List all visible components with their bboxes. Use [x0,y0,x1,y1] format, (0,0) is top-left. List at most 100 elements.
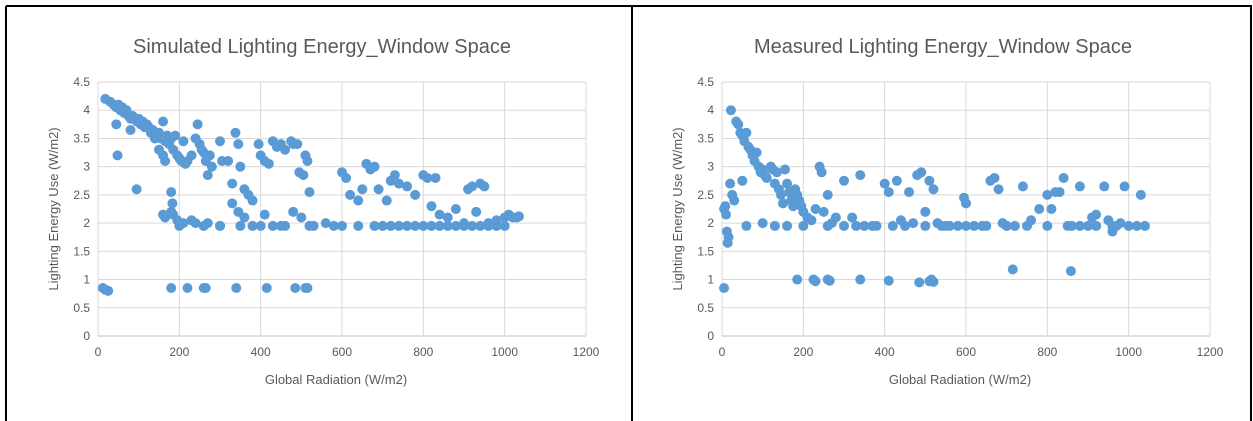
x-tick-label: 0 [95,345,102,359]
data-point [125,124,136,135]
data-point [1091,220,1102,231]
data-point [160,212,171,223]
data-point [369,161,380,172]
data-point [170,130,181,141]
data-point [916,167,927,178]
data-point [513,211,524,222]
data-point [166,187,177,198]
data-point [288,206,299,217]
y-tick-label: 2 [707,216,714,230]
data-point [806,215,817,226]
x-tick-label: 600 [956,345,976,359]
data-point [883,187,894,198]
data-point [810,276,821,287]
data-point [952,220,963,231]
data-point [733,119,744,130]
data-point [167,198,178,209]
data-point [908,218,919,229]
y-axis-label: Lighting Energy Use (W/m2) [670,127,685,290]
data-point [778,198,788,209]
data-point [920,206,931,217]
x-tick-label: 600 [332,345,352,359]
y-tick-label: 2.5 [697,188,714,202]
data-point [879,178,890,189]
data-point [928,276,939,287]
data-point [393,178,404,189]
x-tick-label: 200 [169,345,189,359]
data-point [1034,204,1045,214]
x-tick-label: 1200 [1197,345,1224,359]
data-point [900,220,910,231]
y-tick-label: 1 [707,273,714,287]
data-point [192,119,203,130]
data-point [442,220,453,231]
data-point [230,127,241,138]
y-tick-label: 2.5 [73,188,90,202]
data-point [353,195,364,206]
data-point [471,206,482,217]
data-point [904,187,915,198]
data-point [410,220,421,231]
data-point [761,172,772,183]
data-point [231,283,242,294]
data-point [818,206,829,217]
y-tick-label: 1 [83,273,90,287]
data-point [302,156,313,167]
data-point [824,275,835,286]
data-point [369,220,380,231]
data-point [720,201,731,212]
data-point [1007,264,1018,275]
x-tick-label: 0 [719,345,726,359]
data-point [393,220,404,231]
data-point [1054,187,1065,198]
data-point [276,220,286,231]
data-point [174,220,185,231]
data-point [1099,181,1110,192]
data-point [182,283,193,294]
data-point [304,220,315,231]
data-point [377,220,388,231]
data-point [328,220,339,231]
data-point [292,139,303,150]
y-tick-label: 3.5 [73,131,90,145]
y-tick-label: 0.5 [697,301,714,315]
data-point [206,161,217,172]
data-point [775,189,786,200]
data-point [247,195,258,206]
data-point [981,220,992,231]
data-point [235,220,246,231]
data-point [1119,181,1130,192]
data-point [989,172,1000,183]
data-point [442,212,453,223]
y-axis-label: Lighting Energy Use (W/m2) [46,127,61,290]
data-point [1065,266,1076,277]
data-point [798,220,809,231]
data-point [741,220,752,231]
data-point [1074,181,1085,192]
data-point [491,220,502,231]
data-point [830,212,841,223]
data-point [418,220,429,231]
data-point [280,144,291,155]
data-point [1135,189,1146,200]
data-point [847,212,858,223]
data-point [757,218,768,229]
data-point [940,220,951,231]
data-point [402,220,413,231]
y-tick-label: 2 [83,216,90,230]
x-tick-label: 200 [793,345,813,359]
data-point [215,136,225,147]
data-point [859,220,870,231]
data-point [1107,220,1118,231]
data-point [769,220,780,231]
data-point [459,220,469,231]
data-point [302,283,313,294]
data-point [1058,172,1069,183]
data-point [434,209,445,220]
y-tick-label: 3.5 [697,131,714,145]
chart-simulated: Simulated Lighting Energy_Window Space00… [46,36,600,387]
data-point [483,220,494,231]
data-point [839,220,849,231]
data-point [782,178,793,189]
data-point [296,212,307,223]
